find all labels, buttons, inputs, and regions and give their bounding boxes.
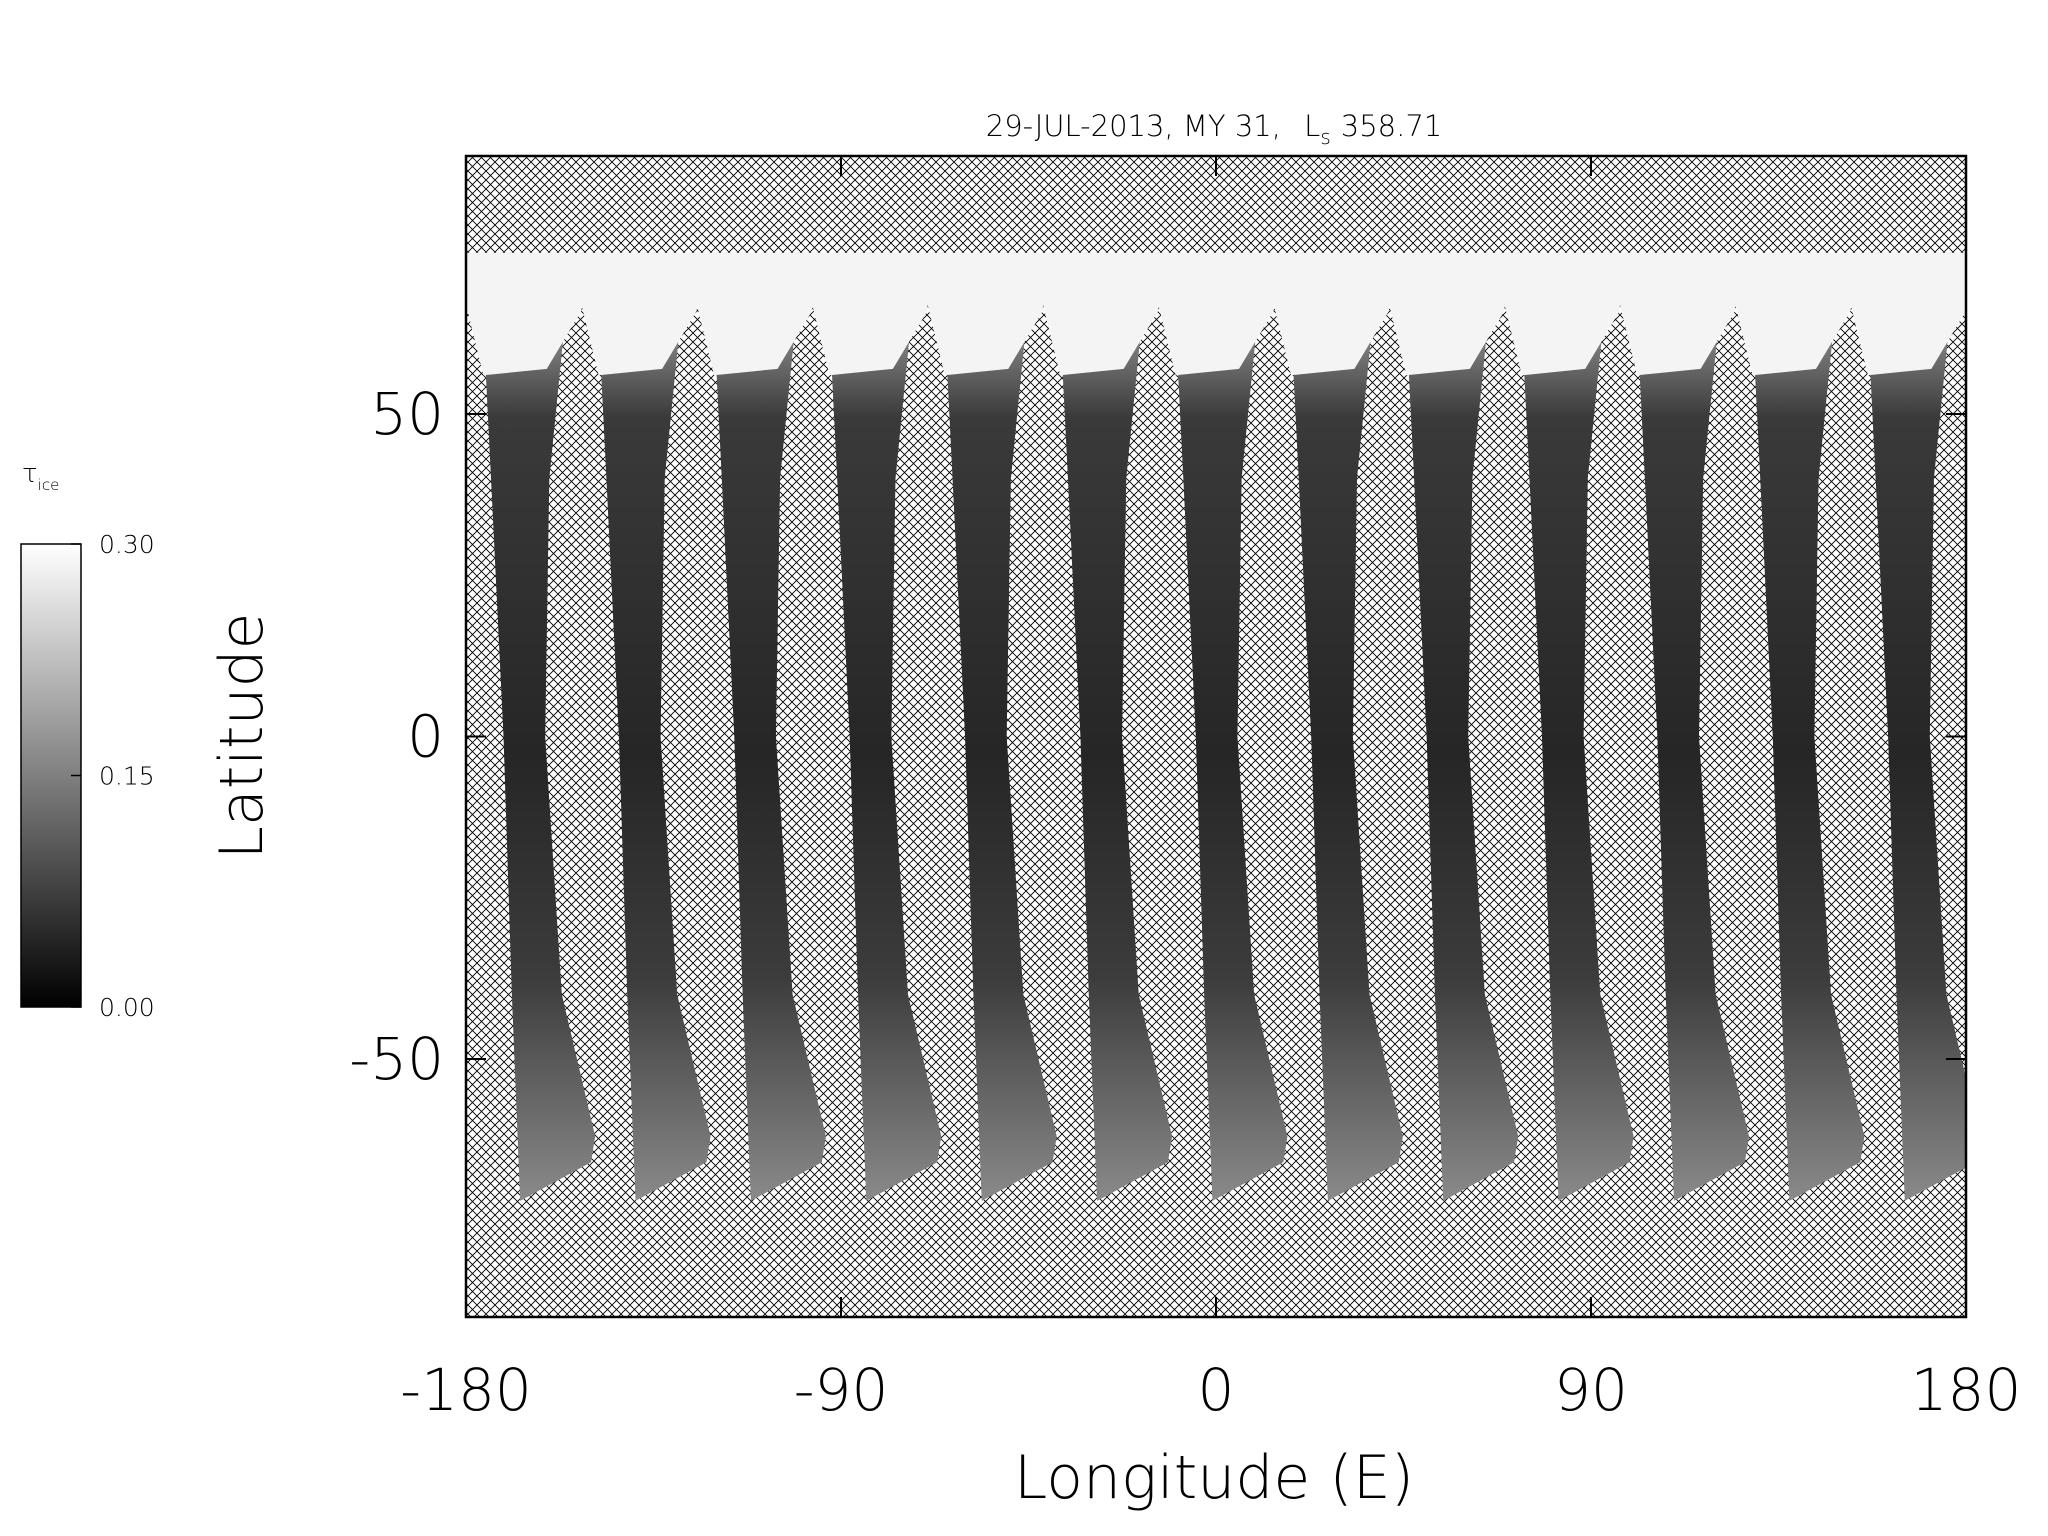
swath: [482, 310, 596, 1201]
y-tick-label: -50: [349, 1025, 444, 1093]
x-axis-label: Longitude (E): [1014, 1443, 1414, 1513]
polar-cap: [466, 252, 1966, 376]
swath: [1751, 310, 1865, 1201]
observation-swaths: [466, 252, 1966, 1201]
x-tick-label: -180: [400, 1356, 532, 1424]
colorbar-tick-label: 0.30: [99, 530, 155, 559]
y-tick-label: 50: [370, 380, 444, 448]
colorbar-tick-label: 0.00: [99, 993, 155, 1022]
swath: [1636, 310, 1750, 1201]
swath: [1521, 310, 1634, 1201]
colorbar-label: τice: [22, 459, 59, 494]
colorbar-tick-label: 0.15: [99, 762, 155, 791]
x-tick-label: 180: [1911, 1356, 2022, 1424]
swath: [713, 310, 826, 1201]
swath: [944, 310, 1057, 1201]
y-tick-label: 0: [407, 703, 444, 771]
swath: [1174, 310, 1288, 1201]
x-tick-label: 90: [1554, 1356, 1628, 1424]
colorbar-label-symbol: τ: [22, 459, 38, 489]
swath: [1867, 310, 1966, 1201]
swath: [1405, 310, 1519, 1201]
x-tick-label: -90: [794, 1356, 889, 1424]
title-text: 29-JUL-2013, MY 31,: [986, 109, 1281, 143]
swath: [598, 310, 711, 1201]
title-ls: L: [1304, 109, 1320, 143]
title-ls-sub: s: [1320, 125, 1330, 149]
colorbar-label-sub: ice: [38, 476, 60, 494]
y-axis-label: Latitude: [207, 613, 277, 860]
chart-title: 29-JUL-2013, MY 31, Ls 358.71: [986, 109, 1442, 149]
swath: [1059, 310, 1173, 1201]
title-ls-value: 358.71: [1341, 109, 1442, 143]
x-tick-label: 0: [1198, 1356, 1235, 1424]
swath: [1290, 310, 1403, 1201]
swath: [828, 310, 942, 1201]
